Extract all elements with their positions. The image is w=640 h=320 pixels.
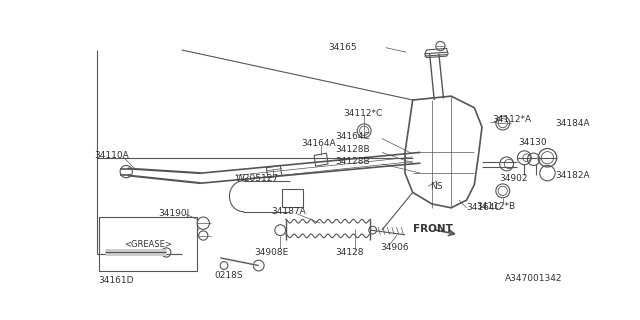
Text: 34187A: 34187A (271, 207, 306, 216)
Text: 34130: 34130 (518, 138, 547, 147)
Text: 34902: 34902 (500, 174, 528, 183)
Text: 34184A: 34184A (555, 119, 590, 128)
Text: 34164C: 34164C (467, 203, 501, 212)
Text: <GREASE>: <GREASE> (124, 240, 172, 249)
Text: FRONT: FRONT (413, 224, 452, 234)
Text: 34906: 34906 (380, 243, 409, 252)
Text: 34190J: 34190J (159, 210, 190, 219)
Text: 34112*A: 34112*A (492, 115, 531, 124)
Bar (99, 217, 197, 271)
Text: 0218S: 0218S (214, 271, 243, 280)
Text: 34165: 34165 (328, 43, 356, 52)
Text: 34112*B: 34112*B (477, 202, 516, 211)
Text: 34182A: 34182A (555, 171, 590, 180)
Text: 34161D: 34161D (99, 276, 134, 285)
Text: A347001342: A347001342 (506, 274, 563, 283)
Text: NS: NS (431, 182, 443, 191)
Text: 34164A: 34164A (301, 140, 335, 148)
Text: W205127: W205127 (236, 174, 279, 183)
Text: 34112*C: 34112*C (344, 108, 383, 117)
Bar (282, 188, 303, 207)
Text: 34128B: 34128B (336, 157, 371, 166)
Text: 34110A: 34110A (95, 151, 129, 160)
Text: 34128B: 34128B (336, 145, 371, 154)
Text: 34908E: 34908E (254, 248, 289, 257)
Text: 34128: 34128 (336, 248, 364, 257)
Text: 34164C: 34164C (336, 132, 371, 141)
